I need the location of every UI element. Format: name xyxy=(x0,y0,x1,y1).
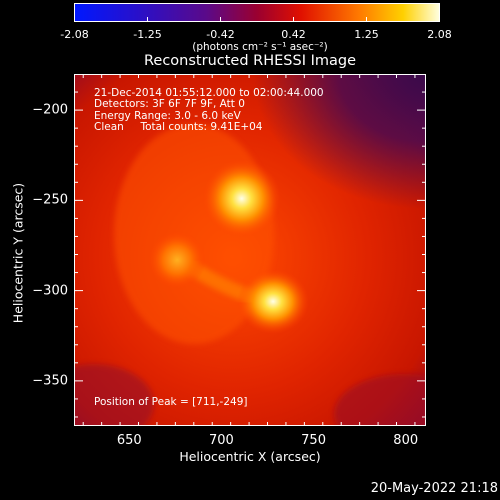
emission-source xyxy=(202,159,281,238)
annotation-detectors: Detectors: 3F 6F 7F 9F, Att 0 xyxy=(94,98,245,110)
colorbar-tick-label: -0.42 xyxy=(206,28,235,41)
y-tick-label: −300 xyxy=(32,283,68,299)
colorbar-units: (photons cm⁻² s⁻¹ asec⁻²) xyxy=(192,41,328,53)
y-tick-label: −200 xyxy=(32,102,68,118)
emission-source xyxy=(148,231,207,289)
y-tick-label: −350 xyxy=(32,373,68,389)
x-tick-label: 750 xyxy=(301,433,326,448)
x-axis-label: Heliocentric X (arcsec) xyxy=(179,449,321,464)
annotation-method: Clean Total counts: 9.41E+04 xyxy=(94,121,263,133)
colorbar-tick-label: 2.08 xyxy=(427,28,452,41)
chart-title: Reconstructed RHESSI Image xyxy=(143,53,356,69)
colorbar-tick-label: 1.25 xyxy=(354,28,379,41)
annotation-time-range: 21-Dec-2014 01:55:12.000 to 02:00:44.000 xyxy=(94,87,324,99)
x-tick-label: 650 xyxy=(116,433,142,448)
colorbar-tick-label: -2.08 xyxy=(60,28,89,41)
emission-source xyxy=(237,269,309,334)
colorbar-tick-label: 0.42 xyxy=(281,28,306,41)
annotation-peak-position: Position of Peak = [711,-249] xyxy=(94,396,248,408)
plot-area xyxy=(74,74,426,426)
annotation-energy: Energy Range: 3.0 - 6.0 keV xyxy=(94,110,241,122)
y-axis-label: Heliocentric Y (arcsec) xyxy=(10,182,26,324)
x-tick-label: 800 xyxy=(393,433,419,448)
y-tick-label: −250 xyxy=(32,192,68,208)
x-tick-label: 700 xyxy=(209,433,234,448)
colorbar xyxy=(74,3,440,22)
timestamp: 20-May-2022 21:18 xyxy=(370,481,498,496)
colorbar-tick-label: -1.25 xyxy=(133,28,162,41)
